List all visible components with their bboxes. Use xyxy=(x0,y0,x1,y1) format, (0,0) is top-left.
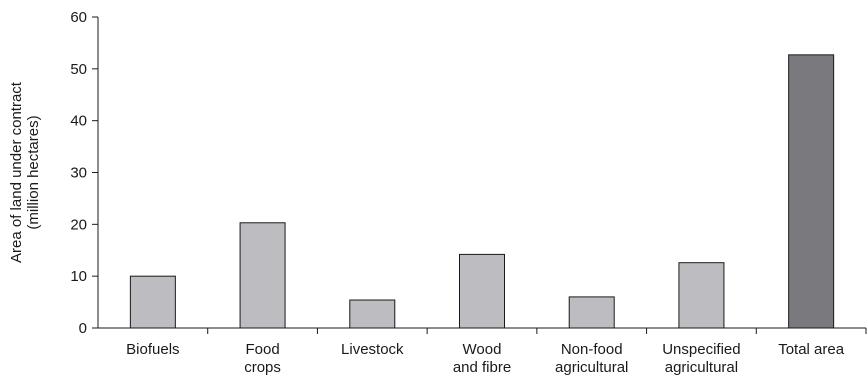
bar xyxy=(129,275,176,329)
y-axis-title-line: (million hectares) xyxy=(25,115,42,229)
bar xyxy=(678,262,725,329)
x-tick-label: Biofuels xyxy=(126,341,179,358)
bar xyxy=(788,54,835,329)
y-tick-label: 50 xyxy=(70,61,87,78)
y-tick-label: 30 xyxy=(70,165,87,182)
x-tick-label: Food xyxy=(245,341,279,358)
y-axis-title-line: Area of land under contract xyxy=(8,81,25,263)
y-tick-label: 0 xyxy=(79,320,87,337)
y-tick-label: 10 xyxy=(70,268,87,285)
y-tick-label: 40 xyxy=(70,113,87,130)
bar xyxy=(239,222,286,329)
bar xyxy=(459,253,505,329)
x-tick-label: Wood xyxy=(463,341,502,358)
bar xyxy=(349,299,396,329)
x-tick-label: and fibre xyxy=(453,359,511,376)
x-tick-label: Livestock xyxy=(341,341,404,358)
y-tick-label: 20 xyxy=(70,216,87,233)
y-tick-label: 60 xyxy=(70,9,87,26)
x-tick-label: Unspecified xyxy=(662,341,740,358)
y-axis-title: Area of land under contract (million hect… xyxy=(8,81,42,263)
x-tick-label: Non-food xyxy=(561,341,623,358)
bar xyxy=(568,296,615,329)
y-axis-ticks: 0 10 20 30 40 50 60 xyxy=(70,9,98,337)
x-tick-label: crops xyxy=(244,359,281,376)
x-tick-label: agricultural xyxy=(665,359,738,376)
x-tick-label: Total area xyxy=(778,341,845,358)
bars xyxy=(129,54,835,329)
x-tick-label: agricultural xyxy=(555,359,628,376)
